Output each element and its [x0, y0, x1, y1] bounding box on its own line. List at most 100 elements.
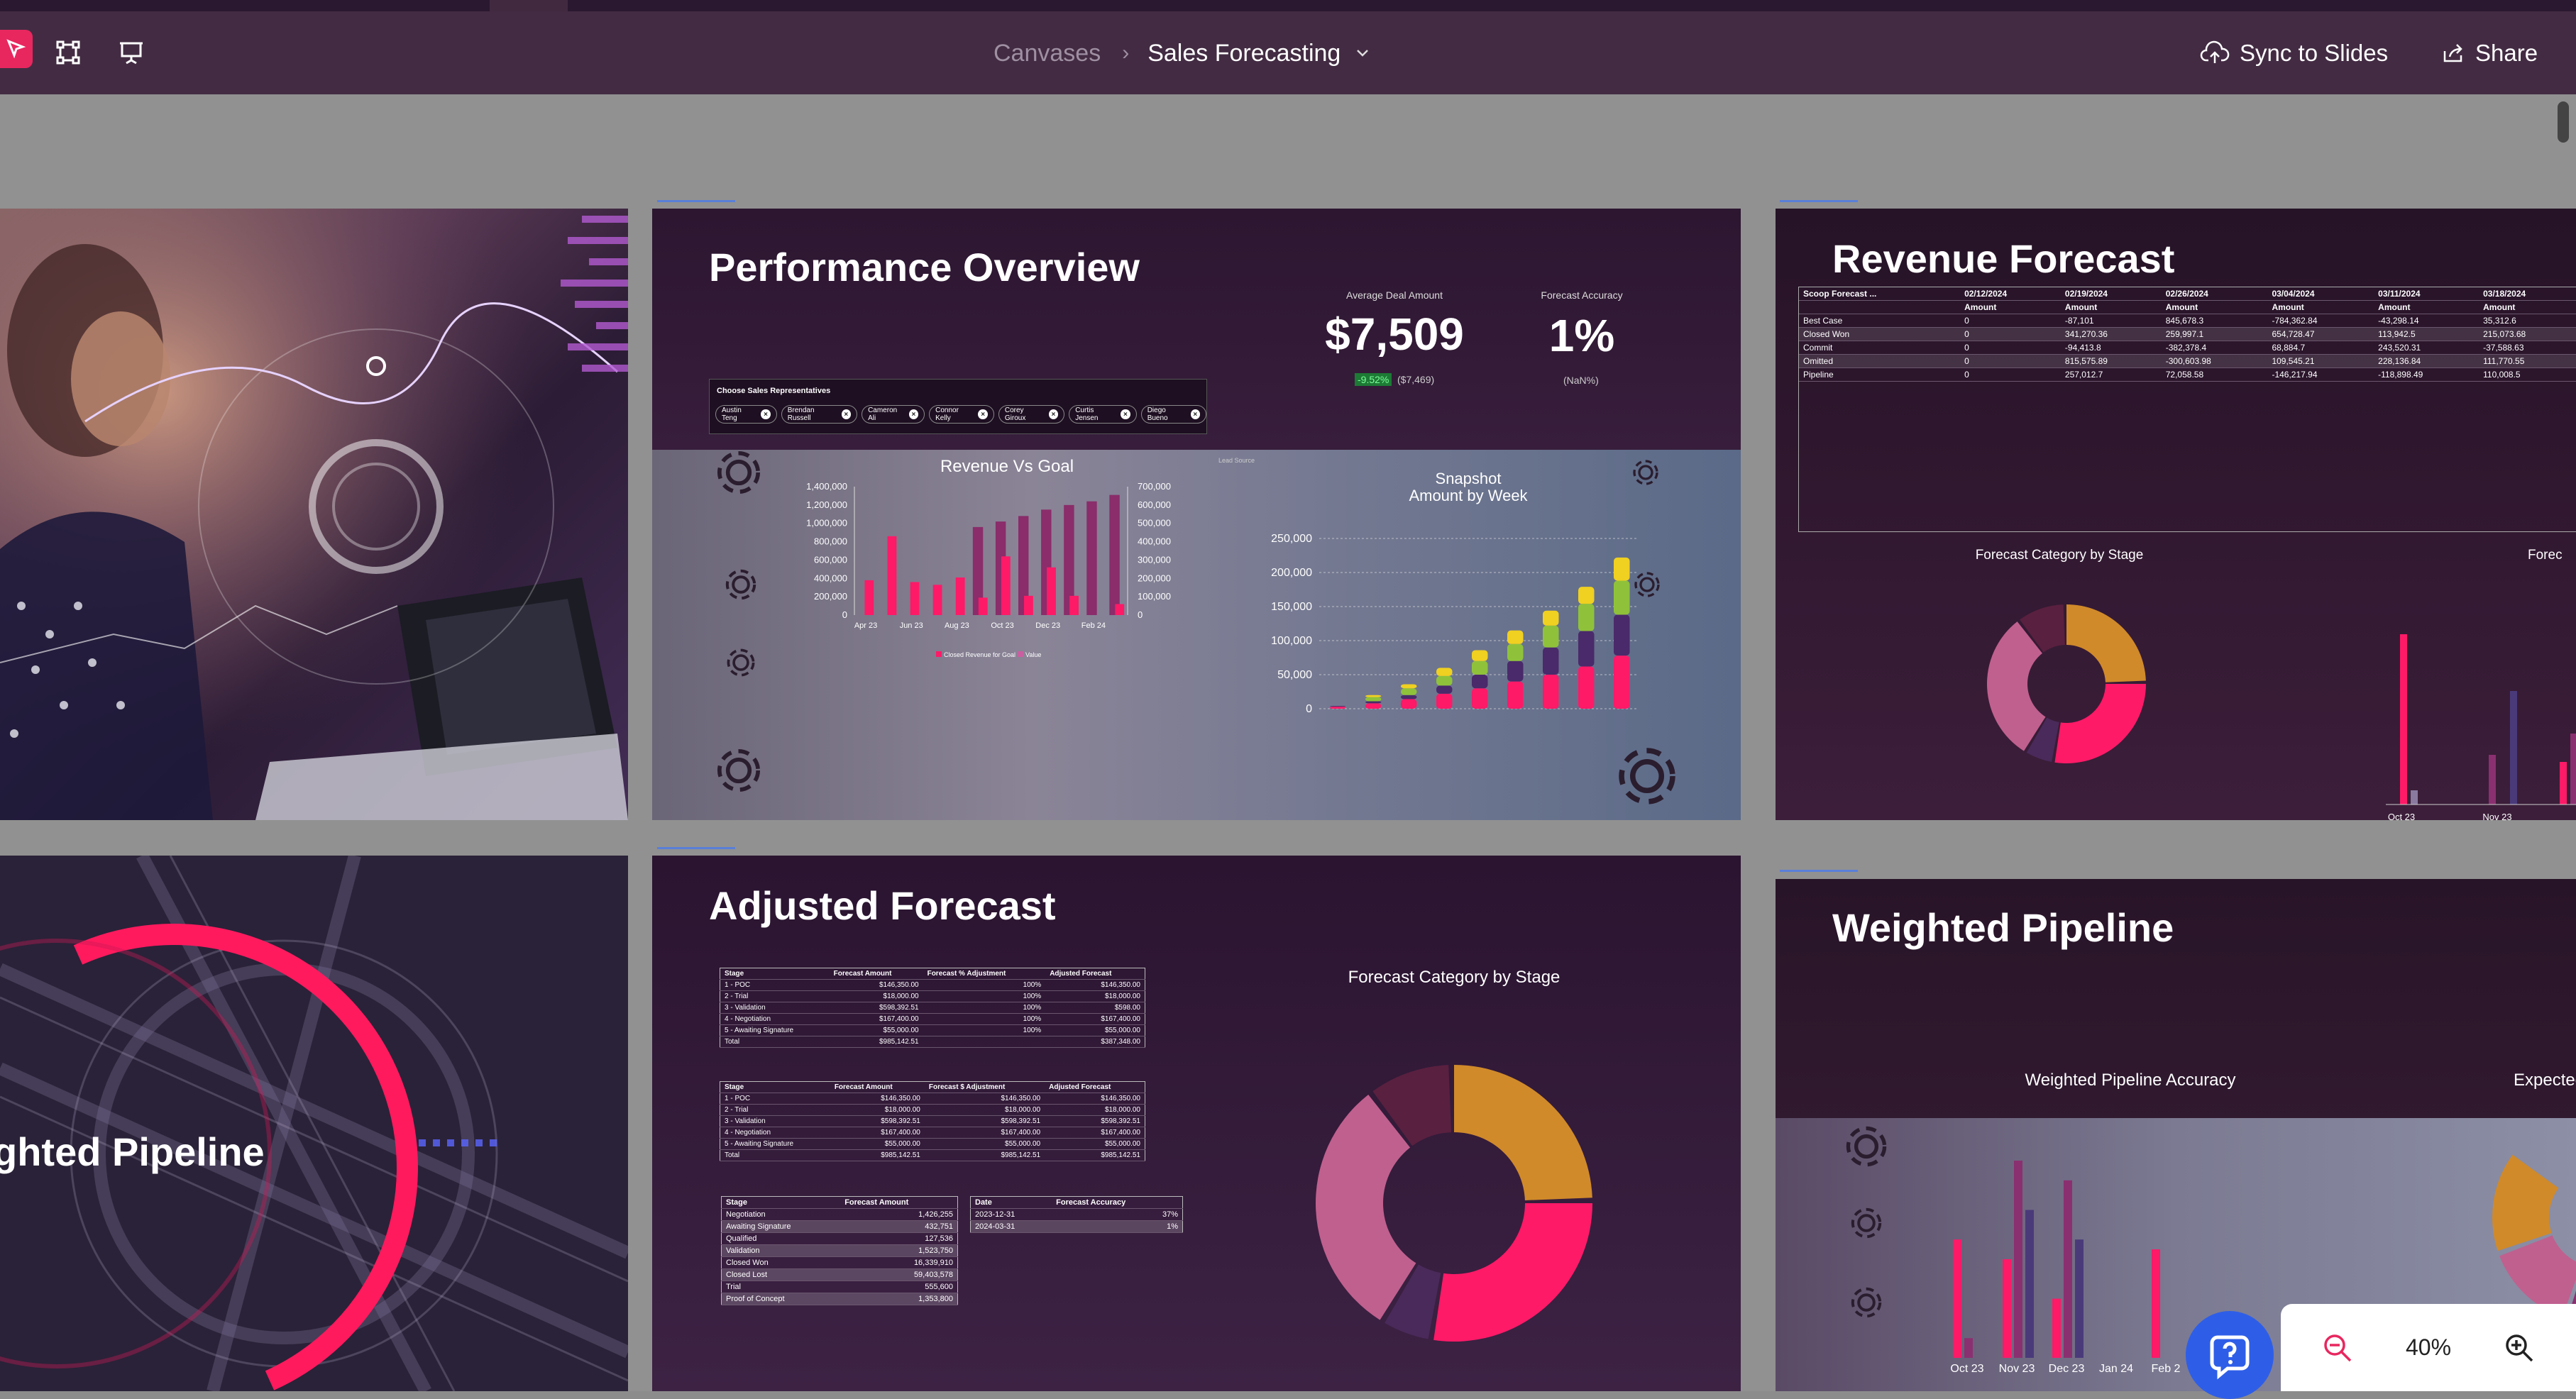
table-row[interactable]: 4 - Negotiation $167,400.00 100% $167,400.0…	[720, 1013, 1145, 1025]
table-row[interactable]: 5 - Awaiting Signature $55,000.00 100% $55,…	[720, 1024, 1145, 1036]
breadcrumb-root[interactable]: Canvases	[993, 39, 1101, 67]
slide-weighted-pipeline[interactable]: Weighted Pipeline Weighted Pipeline Accu…	[1776, 879, 2576, 1391]
column-header[interactable]: 03/11/2024	[2374, 287, 2479, 301]
kpi-label: Forecast Accuracy	[1541, 289, 1623, 301]
column-header[interactable]: 02/19/2024	[2060, 287, 2162, 301]
gear-teeth	[1851, 1207, 1882, 1239]
slide-photo-weighted-pipeline[interactable]: ghted Pipeline	[0, 856, 628, 1391]
table-row[interactable]: Total $985,142.51 $985,142.51 $985,142.51	[720, 1149, 1145, 1161]
remove-chip-icon[interactable]: ×	[761, 409, 771, 419]
column-header[interactable]: Forecast Amount	[829, 968, 923, 980]
cloud-upload-icon	[2200, 40, 2230, 63]
select-tool-button[interactable]	[0, 30, 33, 68]
rep-chip[interactable]: Connor Kelly ×	[929, 405, 994, 424]
column-header[interactable]: 03/18/2024	[2479, 287, 2576, 301]
table-row[interactable]: 3 - Validation $598,392.51 100% $598.00	[720, 1002, 1145, 1014]
stack-segment	[1436, 685, 1453, 694]
table-row[interactable]: 5 - Awaiting Signature $55,000.00 $55,000.…	[720, 1138, 1145, 1150]
chart-title: Expected	[2514, 1071, 2576, 1090]
kpi-value: 1%	[1548, 310, 1615, 361]
legend-label: Closed Revenue for Goal	[944, 651, 1015, 658]
table-row[interactable]: 2024-03-31 1%	[970, 1220, 1183, 1233]
remove-chip-icon[interactable]: ×	[1048, 409, 1059, 419]
zoom-in-icon[interactable]	[2502, 1331, 2536, 1365]
help-chat-button[interactable]	[2186, 1311, 2274, 1399]
vertical-scrollbar[interactable]	[2558, 101, 2569, 143]
slide-adjusted-forecast[interactable]: Adjusted Forecast Stage Forecast Amount Fo…	[652, 856, 1741, 1391]
table-cell: 1 - POC	[720, 1093, 830, 1105]
table-row[interactable]: Total $985,142.51 $387,348.00	[720, 1036, 1145, 1048]
table-row[interactable]: Pipeline 0 257,012.7 72,058.58 -146,217.94 -1…	[1799, 367, 2576, 382]
sync-button[interactable]: Sync to Slides	[2200, 37, 2388, 70]
column-header[interactable]: Stage	[720, 1081, 830, 1093]
bar-closed-revenue	[1115, 604, 1125, 615]
slide-performance-overview[interactable]: Performance Overview Average Deal Amount…	[652, 209, 1741, 820]
table-row[interactable]: Best Case 0 -87,101 845,678.3 -784,362.84 -43…	[1799, 314, 2576, 328]
rep-filter[interactable]: Choose Sales Representatives Austin Teng…	[709, 379, 1207, 434]
rep-chip[interactable]: Corey Giroux ×	[998, 405, 1065, 424]
column-header[interactable]: 02/12/2024	[1960, 287, 2061, 301]
table-row[interactable]: Closed Won 16,339,910	[721, 1256, 958, 1269]
slide-revenue-forecast[interactable]: Revenue Forecast Scoop Forecast ... 02/12…	[1776, 209, 2576, 820]
table-cell: 100%	[923, 1013, 1046, 1025]
breadcrumb-current[interactable]: Sales Forecasting	[1147, 39, 1341, 67]
column-header[interactable]: Stage	[720, 968, 830, 980]
rep-chip[interactable]: Curtis Jensen ×	[1069, 405, 1137, 424]
presentation-tool-button[interactable]	[116, 37, 147, 68]
remove-chip-icon[interactable]: ×	[908, 409, 919, 419]
column-header[interactable]: Forecast Amount	[830, 1081, 925, 1093]
column-header[interactable]: Scoop Forecast ...	[1799, 287, 1961, 301]
column-header[interactable]: Forecast $ Adjustment	[924, 1081, 1045, 1093]
table-row[interactable]: 1 - POC $146,350.00 $146,350.00 $146,350.00	[720, 1093, 1145, 1105]
column-header[interactable]: 02/26/2024	[2161, 287, 2268, 301]
table-row[interactable]: Omitted 0 815,575.89 -300,603.98 109,545.21 2…	[1799, 354, 2576, 368]
zoom-out-icon[interactable]	[2321, 1331, 2355, 1365]
table-row[interactable]: Qualified 127,536	[721, 1232, 958, 1245]
donut-slice	[2054, 684, 2146, 763]
table-row[interactable]: Awaiting Signature 432,751	[721, 1220, 958, 1233]
column-header[interactable]: Forecast Accuracy	[1052, 1196, 1183, 1209]
share-button[interactable]: Share	[2441, 37, 2538, 70]
remove-chip-icon[interactable]: ×	[1121, 409, 1130, 419]
frame-tool-button[interactable]	[53, 37, 84, 68]
weighted-pipeline-chart: Oct 23 Nov 23 Dec 23 Jan 24 Feb 2	[1846, 1126, 2576, 1375]
column-header[interactable]: Date	[970, 1196, 1052, 1209]
table-row[interactable]: 2 - Trial $18,000.00 $18,000.00 $18,000.00	[720, 1104, 1145, 1116]
column-header[interactable]: Forecast Amount	[840, 1196, 958, 1209]
table-row[interactable]: Proof of Concept 1,353,800	[721, 1293, 958, 1305]
column-header[interactable]: Adjusted Forecast	[1045, 968, 1145, 980]
rep-chip[interactable]: Austin Teng ×	[715, 405, 777, 424]
rep-chip[interactable]: Diego Bueno ×	[1140, 405, 1206, 424]
slide-photo-analyst[interactable]	[0, 209, 628, 820]
table-row[interactable]: 2 - Trial $18,000.00 100% $18,000.00	[720, 990, 1145, 1002]
stack-segment	[1614, 656, 1630, 709]
table-row[interactable]: 1 - POC $146,350.00 100% $146,350.00	[720, 979, 1145, 991]
kpi-sub: (NaN%)	[1563, 375, 1599, 386]
chevron-down-icon[interactable]	[1353, 44, 1372, 62]
remove-chip-icon[interactable]: ×	[978, 409, 988, 419]
table-row[interactable]: Closed Lost 59,403,578	[721, 1268, 958, 1281]
rep-chip[interactable]: Cameron Ali ×	[862, 405, 925, 424]
column-header[interactable]: Adjusted Forecast	[1045, 1081, 1145, 1093]
remove-chip-icon[interactable]: ×	[1190, 409, 1200, 419]
remove-chip-icon[interactable]: ×	[841, 409, 852, 419]
table-row[interactable]: Negotiation 1,426,255	[721, 1208, 958, 1221]
column-header[interactable]: Stage	[721, 1196, 841, 1209]
table-cell: $146,350.00	[1045, 979, 1145, 991]
table-row[interactable]: 2023-12-31 37%	[970, 1208, 1183, 1221]
bar	[2152, 1249, 2160, 1358]
column-header[interactable]: Forecast % Adjustment	[923, 968, 1046, 980]
x-tick-label: Aug 23	[945, 621, 969, 630]
table-row[interactable]: 4 - Negotiation $167,400.00 $167,400.00 $16…	[720, 1127, 1145, 1139]
table-row[interactable]: Commit 0 -94,413.8 -382,378.4 68,884.7 243,52…	[1799, 341, 2576, 355]
table-row[interactable]: Validation 1,523,750	[721, 1244, 958, 1257]
bar	[2025, 1210, 2034, 1358]
column-header[interactable]: 03/04/2024	[2267, 287, 2374, 301]
table-row[interactable]: Closed Won 0 341,270.36 259,997.1 654,728.47…	[1799, 327, 2576, 341]
table-header-row: Stage Forecast Amount Forecast $ Adjustmen…	[720, 1081, 1145, 1093]
table-cell: 215,073.68	[2479, 327, 2576, 341]
rep-chip[interactable]: Brendan Russell ×	[781, 405, 858, 424]
table-row[interactable]: 3 - Validation $598,392.51 $598,392.51 $598…	[720, 1115, 1145, 1127]
table-row[interactable]: Trial 555,600	[721, 1281, 958, 1293]
x-tick-label: Apr 23	[854, 621, 877, 630]
